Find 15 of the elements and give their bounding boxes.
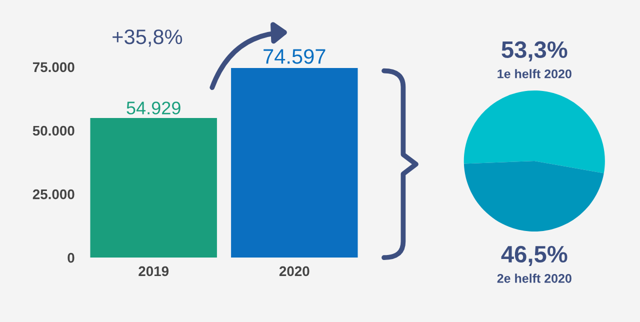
data-label: 54.929: [126, 102, 180, 114]
slice-label: 1e helft 2020: [498, 69, 572, 78]
pie-slice: [464, 161, 604, 232]
data-label: 53,3%: [502, 41, 568, 62]
data-label: 46,5%: [501, 246, 568, 266]
y-tick-label: 50.000: [32, 126, 74, 136]
data-label: 74.597: [264, 49, 326, 64]
slice-label: 2e helft 2020: [497, 274, 572, 283]
text: +35,8%: [112, 29, 182, 47]
x-tick-label: 2020: [279, 266, 310, 276]
pie-slice: [464, 90, 605, 174]
y-tick-label: 75.000: [32, 62, 74, 72]
y-tick-label: 0: [68, 252, 74, 263]
y-tick-label: 25.000: [32, 189, 74, 200]
x-tick-label: 2019: [138, 266, 169, 276]
